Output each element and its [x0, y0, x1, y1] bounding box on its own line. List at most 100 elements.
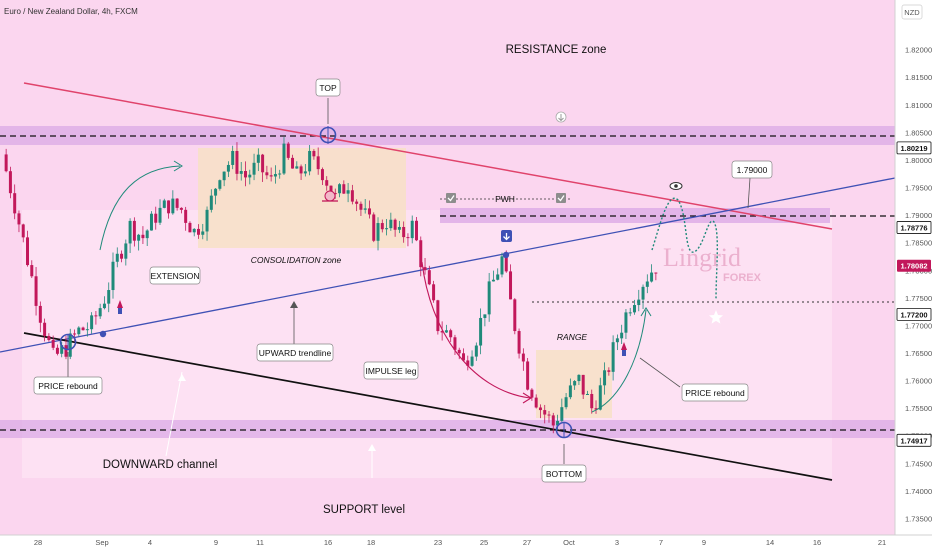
candle-body — [162, 200, 166, 208]
candle-body — [641, 286, 645, 300]
candle-body — [402, 226, 406, 238]
candle-body — [615, 338, 619, 343]
candle-body — [585, 393, 589, 395]
y-tick-label: 1.79000 — [905, 211, 932, 220]
y-tick-label: 1.75500 — [905, 404, 932, 413]
candle-body — [107, 290, 111, 304]
extension-label-box — [149, 266, 201, 285]
candle-body — [68, 333, 72, 357]
y-tick-label: 1.81500 — [905, 73, 932, 82]
candle-body — [380, 223, 384, 230]
candle-body — [534, 397, 538, 408]
watermark-text: Lingrid — [663, 243, 741, 272]
candle-body — [513, 299, 517, 332]
candle-body — [496, 274, 500, 280]
candle-body — [201, 231, 205, 235]
target-box — [731, 160, 773, 179]
candle-body — [654, 272, 658, 274]
candle-body — [171, 198, 175, 214]
candle-body — [568, 385, 572, 398]
pencil-flag-icon — [555, 111, 567, 123]
candle-body — [192, 228, 196, 233]
candle-body — [526, 361, 530, 390]
candle-body — [137, 234, 141, 241]
candle-body — [376, 223, 380, 241]
trend-point-icon — [99, 330, 107, 338]
candle-body — [8, 171, 12, 194]
candle-body — [291, 157, 295, 169]
x-tick-label: 25 — [480, 538, 488, 547]
candle-body — [325, 180, 329, 186]
x-tick-label: Oct — [563, 538, 576, 547]
currency-badge-box[interactable] — [901, 4, 923, 20]
candle-body — [427, 270, 431, 285]
candle-body — [252, 162, 256, 175]
trend-point-icon — [502, 251, 510, 259]
target-label: 1.79000 — [737, 165, 768, 175]
candle-body — [457, 349, 461, 354]
top-label: TOP — [319, 83, 337, 93]
price-level-tag — [896, 221, 932, 234]
candle-body — [338, 184, 342, 194]
candle-body — [244, 171, 248, 178]
candle-body — [77, 327, 81, 335]
extension-arrow — [99, 165, 181, 251]
candle-body — [273, 174, 277, 177]
price-rebound-left-label: PRICE rebound — [38, 381, 98, 391]
y-tick-label: 1.81000 — [905, 101, 932, 110]
candle-body — [226, 164, 230, 172]
eye-icon — [669, 182, 683, 190]
candle-body — [308, 150, 312, 172]
candle-body — [179, 207, 183, 210]
candle-body — [607, 370, 611, 372]
rebound-arrow — [591, 309, 647, 413]
watermark-subtext: FOREX — [723, 272, 762, 284]
candle-body — [149, 213, 153, 231]
x-tick-label: 9 — [702, 538, 706, 547]
candle-body — [419, 240, 423, 268]
candle-body — [209, 195, 213, 210]
price-level-tag — [896, 433, 932, 447]
candle-body — [98, 308, 102, 317]
candle-body — [624, 312, 628, 333]
impulse-arrow-head — [522, 392, 533, 404]
up-arrow-icon — [290, 301, 298, 308]
candle-body — [60, 345, 64, 354]
candle-body — [295, 166, 299, 169]
pointer-line — [165, 371, 183, 457]
candle-body — [603, 370, 607, 386]
candle-body — [551, 415, 555, 426]
candle-body — [17, 213, 21, 225]
candle-body — [350, 190, 354, 202]
candle-body — [145, 230, 149, 239]
extension-arrow-head — [173, 160, 183, 172]
candle-body — [34, 276, 38, 306]
candle-body — [214, 188, 218, 196]
candle-body — [479, 317, 483, 346]
candle-body — [120, 253, 124, 259]
candle-body — [598, 385, 602, 410]
candle-body — [141, 234, 145, 239]
candle-body — [453, 337, 457, 350]
candle-body — [577, 374, 581, 382]
downward-channel-text: DOWNWARD channel — [103, 459, 218, 471]
currency-badge[interactable]: NZD — [904, 8, 920, 17]
checkbox-icon — [446, 193, 456, 203]
price-level-value: 1.74917 — [900, 436, 927, 445]
candle-body — [611, 342, 615, 372]
candle-body — [346, 190, 350, 194]
impulse-leg-label: IMPULSE leg — [365, 366, 416, 376]
candle-body — [286, 143, 290, 158]
y-tick-label: 1.76000 — [905, 377, 932, 386]
x-tick-label: 9 — [214, 538, 218, 547]
candle-body — [102, 303, 106, 309]
price-tags: 1.80219 1.78776 1.78082 1.77200 1.74917 — [896, 141, 932, 447]
y-tick-label: 1.79500 — [905, 184, 932, 193]
candle-body — [594, 408, 598, 410]
price-rebound-left-box — [33, 376, 103, 395]
candle-body — [282, 143, 286, 174]
candle-body — [329, 185, 333, 194]
candle-body — [320, 169, 324, 181]
candle-body — [547, 414, 551, 416]
